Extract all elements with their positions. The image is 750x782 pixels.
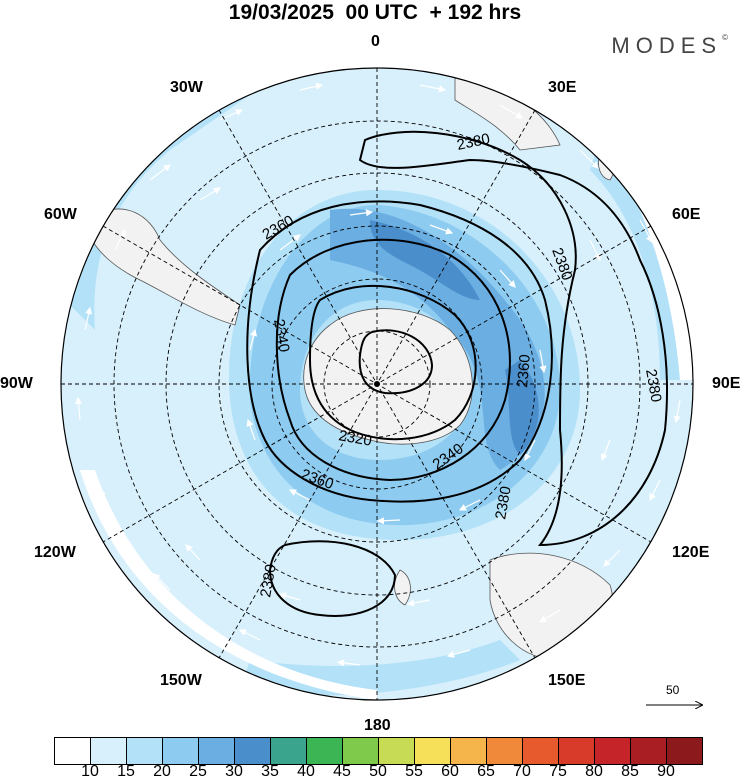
colorbar-tick-label: 20 [153, 763, 171, 780]
contour-2340 [275, 238, 511, 482]
colorbar-box [306, 737, 343, 765]
modes-logo: MODES© [611, 33, 728, 59]
south-pole-marker [374, 381, 380, 387]
south-america [89, 208, 241, 326]
copyright-mark: © [722, 33, 728, 42]
contour-2320 [308, 284, 477, 441]
colorbar-tick-label: 50 [369, 763, 387, 780]
brand-text: MODES [611, 33, 723, 58]
contour-label: 2380 [492, 485, 515, 521]
colorbar-tick-label: 15 [117, 763, 135, 780]
colorbar-box [54, 737, 91, 765]
reference-vector-label: 50 [666, 683, 680, 697]
colorbar-tick-label: 85 [621, 763, 639, 780]
contour-2300 [358, 329, 434, 395]
colorbar-tick-label: 55 [405, 763, 423, 780]
colorbar-box [594, 737, 631, 765]
colorbar-box [558, 737, 595, 765]
contour-label: 2340 [270, 318, 293, 354]
colorbar-box [342, 737, 379, 765]
lon-label-30w: 30W [170, 79, 203, 96]
colorbar-box [234, 737, 271, 765]
contour-label: 2380 [642, 368, 665, 404]
colorbar-tick-label: 35 [261, 763, 279, 780]
colorbar-tick-label: 75 [549, 763, 567, 780]
lon-label-150e: 150E [548, 672, 586, 689]
colorbar-box [666, 737, 703, 765]
colorbar-tick-label: 65 [477, 763, 495, 780]
antarctica [303, 308, 473, 445]
map-boundary [60, 67, 694, 701]
reference-vector: 50 [644, 683, 706, 713]
colorbar-tick-label: 60 [441, 763, 459, 780]
contour-2360 [246, 200, 553, 503]
colorbar-tick-label: 80 [585, 763, 603, 780]
colorbar-tick-label: 45 [333, 763, 351, 780]
reference-arrow-icon [646, 683, 706, 713]
contour-2380-north [358, 130, 668, 547]
colorbar-tick-label: 30 [225, 763, 243, 780]
contour-2380-south [268, 540, 397, 617]
colorbar-box [90, 737, 127, 765]
contour-label: 2380 [257, 563, 280, 599]
lon-label-60w: 60W [44, 206, 77, 223]
colorbar-tick-label: 25 [189, 763, 207, 780]
lon-label-180: 180 [364, 717, 391, 734]
wind-vectors [74, 82, 681, 667]
lon-label-90e: 90E [712, 375, 741, 392]
contour-label: 2360 [514, 354, 534, 389]
contour-label: 2320 [337, 427, 373, 450]
colorbar-tick-label: 10 [81, 763, 99, 780]
lon-label-150w: 150W [160, 672, 202, 689]
colorbar-box [450, 737, 487, 765]
contour-label: 2380 [455, 130, 491, 154]
lon-label-60e: 60E [672, 206, 701, 223]
colorbar-box [378, 737, 415, 765]
colorbar-tick-label: 40 [297, 763, 315, 780]
colorbar-box [162, 737, 199, 765]
map-title: 19/03/2025 00 UTC + 192 hrs [228, 1, 522, 24]
lon-label-120e: 120E [672, 544, 710, 561]
colorbar-box [270, 737, 307, 765]
height-contours [246, 130, 668, 617]
colorbar-box [486, 737, 523, 765]
colorbar-box [630, 737, 667, 765]
colorbar-box [522, 737, 559, 765]
lon-label-30e: 30E [548, 79, 577, 96]
lon-label-120w: 120W [34, 544, 76, 561]
lon-label-0: 0 [371, 33, 380, 50]
colorbar-box [198, 737, 235, 765]
colorbar-tick-label: 90 [657, 763, 675, 780]
colorbar-tick-label: 70 [513, 763, 531, 780]
colorbar-box [414, 737, 451, 765]
lon-label-90w: 90W [0, 375, 33, 392]
colorbar-box [126, 737, 163, 765]
